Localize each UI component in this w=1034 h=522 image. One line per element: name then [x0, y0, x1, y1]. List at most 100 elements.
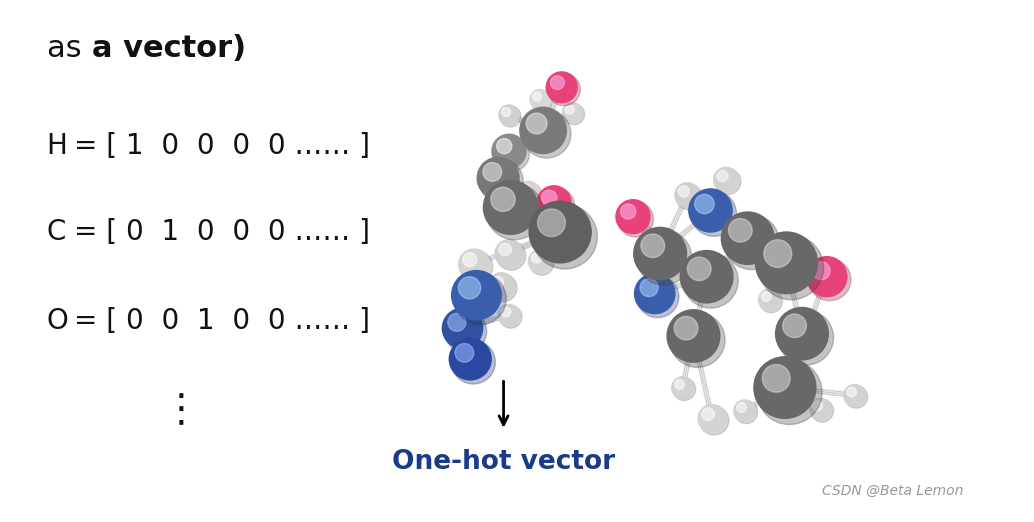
Ellipse shape [501, 108, 511, 116]
Circle shape [546, 72, 577, 103]
Ellipse shape [519, 182, 542, 205]
Circle shape [672, 377, 694, 398]
Circle shape [492, 134, 526, 168]
Ellipse shape [691, 191, 736, 236]
Text: C: C [47, 218, 66, 246]
Circle shape [634, 228, 687, 280]
Text: O: O [47, 307, 68, 335]
Ellipse shape [620, 204, 636, 219]
Ellipse shape [757, 360, 822, 424]
Circle shape [807, 257, 847, 296]
Ellipse shape [548, 74, 580, 106]
Ellipse shape [489, 274, 517, 302]
Ellipse shape [486, 183, 543, 240]
Ellipse shape [448, 313, 466, 331]
Ellipse shape [688, 257, 711, 281]
Ellipse shape [455, 343, 474, 362]
Ellipse shape [539, 187, 575, 223]
Circle shape [713, 168, 738, 192]
Ellipse shape [729, 219, 752, 242]
Circle shape [810, 398, 831, 420]
Ellipse shape [674, 316, 698, 340]
Circle shape [488, 273, 515, 299]
Ellipse shape [779, 310, 833, 365]
Text: ⋮: ⋮ [161, 391, 201, 429]
Ellipse shape [538, 209, 566, 236]
Ellipse shape [640, 279, 658, 296]
Circle shape [499, 105, 519, 125]
Ellipse shape [699, 406, 729, 435]
Circle shape [759, 289, 781, 311]
Circle shape [452, 270, 501, 320]
Circle shape [528, 250, 551, 273]
Circle shape [443, 309, 483, 348]
Ellipse shape [764, 240, 792, 267]
Circle shape [698, 405, 726, 432]
Ellipse shape [670, 313, 725, 367]
Circle shape [722, 212, 774, 264]
Ellipse shape [735, 401, 758, 424]
Text: One-hot vector: One-hot vector [392, 449, 615, 475]
Ellipse shape [724, 215, 780, 270]
Ellipse shape [530, 91, 552, 112]
Ellipse shape [714, 169, 741, 195]
Ellipse shape [736, 402, 747, 412]
Ellipse shape [491, 276, 504, 288]
Ellipse shape [761, 292, 771, 301]
Ellipse shape [845, 386, 868, 408]
Text: = [ 0  0  1  0  0 …… ]: = [ 0 0 1 0 0 …… ] [74, 307, 370, 335]
Ellipse shape [454, 273, 507, 325]
Circle shape [520, 108, 567, 153]
Ellipse shape [542, 190, 557, 205]
Ellipse shape [460, 251, 493, 283]
Ellipse shape [480, 159, 523, 203]
Circle shape [734, 400, 756, 421]
Ellipse shape [636, 230, 692, 285]
Ellipse shape [676, 184, 702, 210]
Ellipse shape [717, 171, 728, 182]
Ellipse shape [522, 110, 571, 158]
Ellipse shape [762, 364, 790, 392]
Circle shape [689, 189, 732, 232]
Ellipse shape [498, 243, 512, 256]
Ellipse shape [533, 92, 542, 101]
Circle shape [495, 240, 523, 267]
Circle shape [675, 183, 700, 207]
Circle shape [529, 90, 550, 110]
Ellipse shape [529, 251, 554, 275]
Ellipse shape [564, 104, 584, 125]
Ellipse shape [847, 387, 856, 397]
Ellipse shape [812, 262, 830, 280]
Ellipse shape [637, 276, 679, 318]
Text: CSDN @Beta Lemon: CSDN @Beta Lemon [822, 484, 964, 497]
Ellipse shape [813, 401, 822, 411]
Ellipse shape [458, 277, 481, 299]
Text: H: H [47, 132, 67, 160]
Ellipse shape [760, 290, 783, 313]
Circle shape [562, 103, 582, 123]
Ellipse shape [566, 105, 574, 114]
Circle shape [478, 157, 519, 199]
Ellipse shape [520, 184, 530, 194]
Circle shape [498, 304, 520, 326]
Circle shape [667, 310, 720, 362]
Circle shape [844, 385, 865, 406]
Circle shape [529, 201, 591, 263]
Ellipse shape [783, 314, 807, 338]
Ellipse shape [501, 307, 511, 317]
Ellipse shape [809, 259, 851, 301]
Ellipse shape [463, 253, 477, 267]
Ellipse shape [496, 241, 525, 270]
Circle shape [776, 307, 828, 360]
Ellipse shape [452, 340, 495, 384]
Ellipse shape [759, 235, 824, 300]
Circle shape [756, 232, 818, 294]
Ellipse shape [445, 310, 487, 352]
Circle shape [518, 181, 539, 203]
Circle shape [635, 274, 675, 314]
Circle shape [754, 357, 816, 418]
Text: = [ 0  1  0  0  0 …… ]: = [ 0 1 0 0 0 …… ] [74, 218, 370, 246]
Text: a vector): a vector) [92, 34, 246, 63]
Text: as: as [47, 34, 91, 63]
Ellipse shape [674, 379, 685, 389]
